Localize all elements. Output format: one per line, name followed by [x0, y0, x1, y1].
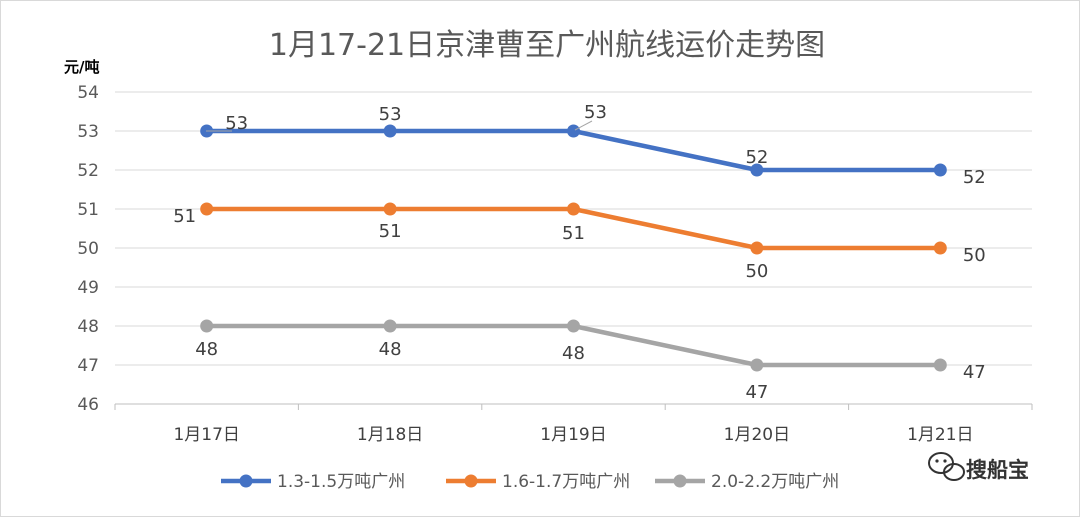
wechat-logo-icon	[928, 452, 965, 481]
legend-swatch-marker	[239, 474, 253, 488]
data-point	[383, 124, 397, 138]
y-tick-label: 50	[77, 239, 99, 259]
data-label: 53	[584, 102, 607, 123]
x-tick-label: 1月17日	[173, 425, 239, 445]
x-tick-label: 1月20日	[724, 425, 790, 445]
y-axis-ticks: 46 47 48 49 50 51 52 53 54	[77, 83, 99, 415]
x-tick-label: 1月19日	[540, 425, 606, 445]
x-tick-label: 1月21日	[907, 425, 973, 445]
watermark-right-text: 搜船宝	[966, 458, 1029, 482]
data-label: 53	[379, 104, 402, 125]
data-label: 53	[225, 113, 248, 134]
y-tick-label: 49	[77, 278, 99, 298]
y-axis-unit-label: 元/吨	[64, 58, 99, 76]
legend-label: 1.6-1.7万吨广州	[502, 472, 630, 492]
data-point	[933, 241, 947, 255]
data-label: 48	[562, 343, 585, 364]
legend: 1.3-1.5万吨广州 1.6-1.7万吨广州 2.0-2.2万吨广州	[221, 472, 839, 492]
data-point	[567, 202, 580, 216]
y-tick-label: 54	[77, 83, 99, 103]
data-label: 51	[173, 206, 196, 227]
data-point	[383, 202, 397, 216]
data-point	[200, 319, 214, 333]
chart-title: 1月17-21日京津曹至广州航线运价走势图	[269, 28, 825, 63]
legend-item: 1.3-1.5万吨广州	[221, 472, 405, 492]
x-tick-label: 1月18日	[357, 425, 423, 445]
data-label: 50	[963, 245, 986, 266]
data-point	[567, 319, 580, 333]
y-tick-label: 51	[77, 200, 99, 220]
legend-label: 2.0-2.2万吨广州	[711, 472, 839, 492]
data-point	[933, 163, 947, 177]
y-tick-label: 48	[77, 317, 99, 337]
data-labels: 53 53 53 52 52 51 51 51 50 50 48 48 48 47 47	[173, 102, 986, 403]
data-label: 51	[379, 221, 402, 242]
legend-swatch-marker	[464, 474, 478, 488]
data-label: 47	[963, 362, 986, 383]
data-label: 48	[195, 339, 218, 360]
data-label: 52	[745, 147, 768, 168]
data-label: 51	[562, 223, 585, 244]
data-label: 52	[963, 167, 986, 188]
data-label: 50	[745, 261, 768, 282]
weibo-logo-icon	[12, 482, 45, 508]
watermark-left-text: 大数跨境	[47, 485, 131, 509]
data-point	[750, 358, 764, 372]
y-tick-label: 46	[77, 395, 99, 415]
y-tick-label: 53	[77, 122, 99, 142]
data-point	[933, 358, 947, 372]
series-group	[200, 124, 947, 372]
data-label: 47	[745, 382, 768, 403]
data-point	[750, 163, 764, 177]
data-point	[750, 241, 764, 255]
data-point	[200, 202, 214, 216]
legend-label: 1.3-1.5万吨广州	[277, 472, 405, 492]
legend-item: 1.6-1.7万吨广州	[446, 472, 630, 492]
x-axis: 1月17日 1月18日 1月19日 1月20日 1月21日	[114, 404, 1033, 445]
data-point	[383, 319, 397, 333]
data-point	[567, 124, 580, 138]
label-leader-line	[574, 120, 593, 131]
y-tick-label: 52	[77, 161, 99, 181]
y-tick-label: 47	[77, 356, 99, 376]
legend-swatch-marker	[673, 474, 687, 488]
data-label: 48	[379, 339, 402, 360]
legend-item: 2.0-2.2万吨广州	[655, 472, 839, 492]
